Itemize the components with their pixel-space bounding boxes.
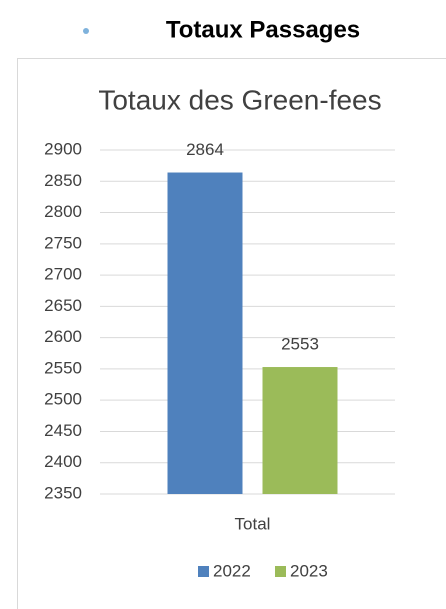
header-title: Totaux Passages (166, 16, 360, 43)
y-tick-label: 2800 (44, 202, 82, 221)
x-tick-label: Total (235, 514, 271, 533)
bar (167, 172, 243, 494)
legend-label: 2023 (290, 561, 328, 580)
legend-swatch (275, 566, 286, 577)
y-tick-label: 2500 (44, 390, 82, 409)
y-tick-label: 2850 (44, 171, 82, 190)
y-tick-label: 2900 (44, 139, 82, 158)
y-tick-label: 2400 (44, 452, 82, 471)
y-tick-label: 2700 (44, 265, 82, 284)
bar (262, 367, 338, 494)
data-label: 2553 (281, 335, 319, 354)
y-tick-label: 2650 (44, 296, 82, 315)
y-tick-label: 2350 (44, 483, 82, 502)
y-tick-label: 2600 (44, 327, 82, 346)
chart-title: Totaux des Green-fees (98, 84, 381, 115)
legend-swatch (198, 566, 209, 577)
legend-label: 2022 (213, 561, 251, 580)
y-tick-label: 2450 (44, 421, 82, 440)
bullet (83, 28, 89, 34)
y-tick-label: 2550 (44, 358, 82, 377)
data-label: 2864 (186, 140, 224, 159)
y-tick-label: 2750 (44, 233, 82, 252)
